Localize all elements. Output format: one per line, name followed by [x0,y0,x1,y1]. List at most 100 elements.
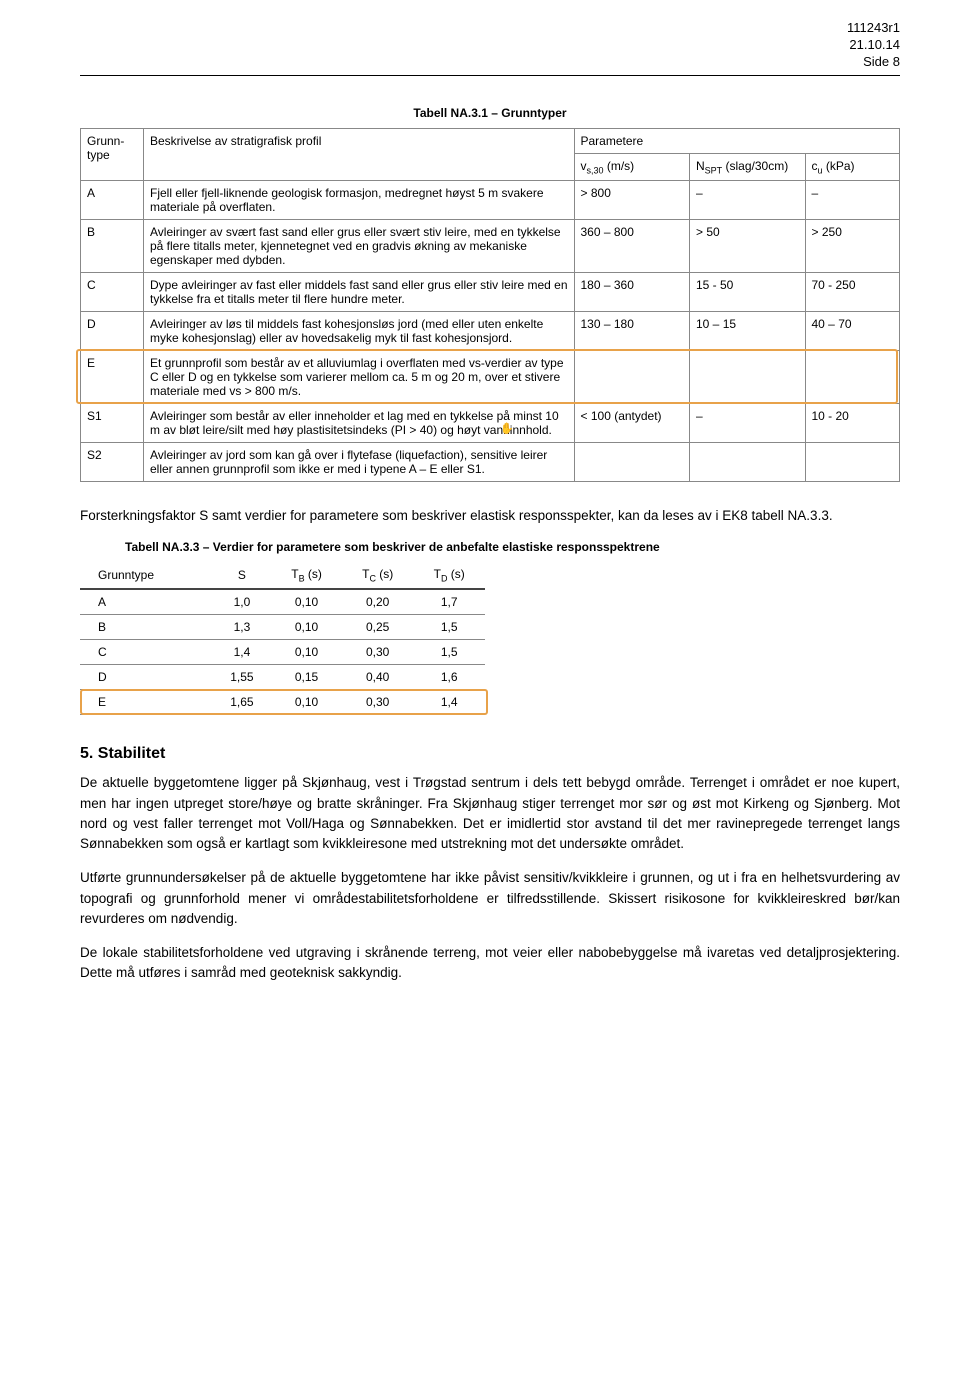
table-parametere: Grunntype S TB (s) TC (s) TD (s) A1,00,1… [80,562,485,715]
table-cell: S2 [81,443,144,482]
table-cell: C [81,273,144,312]
table-cell: 1,6 [413,665,485,690]
table-cell: 40 – 70 [805,312,900,351]
table-cell: 1,5 [413,615,485,640]
table-cell: > 50 [690,220,806,273]
table-row: E1,650,100,301,4 [80,690,485,715]
col-header: Parametere [574,128,900,153]
table-cell: Dype avleiringer av fast eller middels f… [144,273,575,312]
table-cell: 0,15 [271,665,342,690]
table-cell: Et grunnprofil som består av et alluvium… [144,351,575,404]
table-cell: B [80,615,213,640]
table-cell: E [80,690,213,715]
table-cell: 1,55 [213,665,272,690]
paragraph: De lokale stabilitetsforholdene ved utgr… [80,943,900,984]
table-cell: 0,30 [342,690,414,715]
doc-id: 111243r1 [80,20,900,37]
table-cell: E [81,351,144,404]
paragraph: Forsterkningsfaktor S samt verdier for p… [80,506,900,526]
table-cell: 360 – 800 [574,220,690,273]
table-cell [805,443,900,482]
table-cell: 10 - 20 [805,404,900,443]
table-cell: C [80,640,213,665]
table-cell [574,351,690,404]
table-cell: > 800 [574,181,690,220]
table2-caption: Tabell NA.3.3 – Verdier for parametere s… [80,540,900,556]
col-subheader: NSPT (slag/30cm) [690,153,806,180]
table-cell: 1,7 [413,589,485,615]
table-row: S1Avleiringer som består av eller inneho… [81,404,900,443]
table-cell: D [81,312,144,351]
table-cell: – [805,181,900,220]
table-row: AFjell eller fjell-liknende geologisk fo… [81,181,900,220]
table-cell: 1,3 [213,615,272,640]
table-cell: 1,4 [213,640,272,665]
table2-container: Grunntype S TB (s) TC (s) TD (s) A1,00,1… [80,562,485,715]
table-cell: 1,5 [413,640,485,665]
col-header: TC (s) [342,562,414,589]
col-header: Beskrivelse av stratigrafisk profil [144,128,575,180]
table-cell: 180 – 360 [574,273,690,312]
table-cell [690,443,806,482]
table-row: CDype avleiringer av fast eller middels … [81,273,900,312]
table-cell: < 100 (antydet) [574,404,690,443]
table-cell: – [690,404,806,443]
col-header: S [213,562,272,589]
table-cell: Avleiringer av svært fast sand eller gru… [144,220,575,273]
col-header: TD (s) [413,562,485,589]
page-header: 111243r1 21.10.14 Side 8 [80,20,900,76]
col-header: Grunn-type [81,128,144,180]
table-cell: 15 - 50 [690,273,806,312]
col-subheader: vs,30 (m/s) [574,153,690,180]
table-cell: Avleiringer av jord som kan gå over i fl… [144,443,575,482]
table-cell: S1 [81,404,144,443]
table-cell [690,351,806,404]
col-subheader: cu (kPa) [805,153,900,180]
table-cell: 0,25 [342,615,414,640]
table-cell: A [81,181,144,220]
table-cell: 0,10 [271,589,342,615]
table-row: C1,40,100,301,5 [80,640,485,665]
table-cell: 1,65 [213,690,272,715]
table-row: Grunntype S TB (s) TC (s) TD (s) [80,562,485,589]
paragraph: De aktuelle byggetomtene ligger på Skjøn… [80,773,900,854]
table-cell: 1,4 [413,690,485,715]
table-cell: A [80,589,213,615]
table-cell: Avleiringer som består av eller innehold… [144,404,575,443]
table-row: BAvleiringer av svært fast sand eller gr… [81,220,900,273]
table-row: DAvleiringer av løs til middels fast koh… [81,312,900,351]
col-header: Grunntype [80,562,213,589]
table-cell: 10 – 15 [690,312,806,351]
table-row: A1,00,100,201,7 [80,589,485,615]
table-cell: D [80,665,213,690]
table-row: D1,550,150,401,6 [80,665,485,690]
table-cell: 70 - 250 [805,273,900,312]
table-cell: > 250 [805,220,900,273]
table-cell: 0,10 [271,690,342,715]
table-cell: 130 – 180 [574,312,690,351]
doc-date: 21.10.14 [80,37,900,54]
table-cell: – [690,181,806,220]
table-cell [805,351,900,404]
table-row: Grunn-type Beskrivelse av stratigrafisk … [81,128,900,153]
table-cell: 1,0 [213,589,272,615]
table-cell: 0,20 [342,589,414,615]
table-row: B1,30,100,251,5 [80,615,485,640]
table-cell [574,443,690,482]
table1-container: Grunn-type Beskrivelse av stratigrafisk … [80,128,900,482]
table-cell: 0,30 [342,640,414,665]
table-cell: B [81,220,144,273]
col-header: TB (s) [271,562,342,589]
table-cell: 0,10 [271,640,342,665]
table-cell: 0,40 [342,665,414,690]
table-cell: Avleiringer av løs til middels fast kohe… [144,312,575,351]
paragraph: Utførte grunnundersøkelser på de aktuell… [80,868,900,929]
table-row: S2Avleiringer av jord som kan gå over i … [81,443,900,482]
table1-caption: Tabell NA.3.1 – Grunntyper [80,106,900,120]
section-title: 5. Stabilitet [80,745,900,763]
doc-page: Side 8 [80,54,900,71]
table-row: EEt grunnprofil som består av et alluviu… [81,351,900,404]
table-grunntyper: Grunn-type Beskrivelse av stratigrafisk … [80,128,900,482]
table-cell: Fjell eller fjell-liknende geologisk for… [144,181,575,220]
table-cell: 0,10 [271,615,342,640]
